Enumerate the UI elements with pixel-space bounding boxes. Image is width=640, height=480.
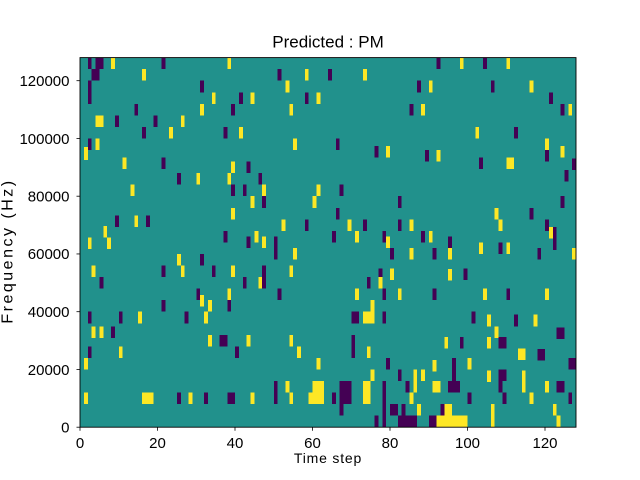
svg-text:0: 0 [76,435,84,452]
svg-text:100000: 100000 [19,131,69,148]
svg-text:Frequency (Hz): Frequency (Hz) [0,178,17,323]
svg-text:40000: 40000 [28,304,70,321]
svg-text:Predicted : PM: Predicted : PM [272,33,384,52]
svg-text:Time step: Time step [294,450,362,466]
svg-text:60: 60 [304,435,321,452]
svg-text:60000: 60000 [28,246,70,263]
svg-text:20: 20 [149,435,166,452]
svg-text:0: 0 [61,420,69,437]
svg-text:120: 120 [532,435,557,452]
svg-text:80000: 80000 [28,189,70,206]
svg-text:40: 40 [227,435,244,452]
svg-text:120000: 120000 [19,73,69,90]
svg-text:100: 100 [455,435,480,452]
svg-text:80: 80 [382,435,399,452]
svg-text:20000: 20000 [28,362,70,379]
